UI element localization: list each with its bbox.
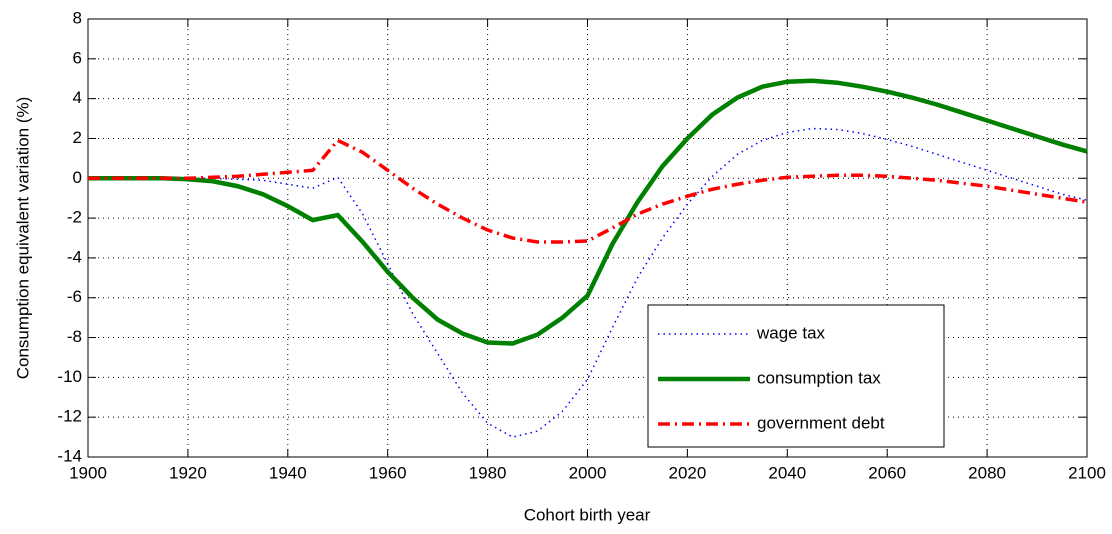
y-tick-label: -14 [57,446,82,465]
x-tick-label: 2080 [968,463,1006,482]
y-tick-label: -2 [67,208,82,227]
x-tick-label: 2060 [868,463,906,482]
x-axis-label: Cohort birth year [524,505,651,524]
y-tick-label: 2 [73,128,82,147]
y-tick-label: -12 [57,407,82,426]
y-tick-label: -6 [67,287,82,306]
plot-frame [87,18,1088,458]
x-tick-label: 1900 [69,463,107,482]
x-tick-label: 1960 [369,463,407,482]
x-tick-label: 2020 [668,463,706,482]
y-tick-label: 0 [73,168,82,187]
y-axis-label: Consumption equivalent variation (%) [13,97,32,380]
x-tick-label: 2100 [1068,463,1106,482]
legend-box [647,304,945,448]
y-tick-label: 4 [73,88,82,107]
y-tick-label: -8 [67,327,82,346]
x-tick-label: 1980 [469,463,507,482]
x-tick-label: 1940 [269,463,307,482]
y-tick-label: -10 [57,367,82,386]
y-tick-label: -4 [67,247,82,266]
legend-label: wage tax [756,323,826,342]
series-line [88,78,1088,346]
x-tick-label: 2000 [569,463,607,482]
legend-label: consumption tax [757,368,881,387]
x-tick-label: 2040 [768,463,806,482]
y-tick-label: 8 [73,8,82,27]
x-tick-label: 1920 [169,463,207,482]
legend: wage tax consumption tax government debt [647,304,945,448]
y-tick-label: 6 [73,48,82,67]
legend-label: government debt [757,413,885,432]
